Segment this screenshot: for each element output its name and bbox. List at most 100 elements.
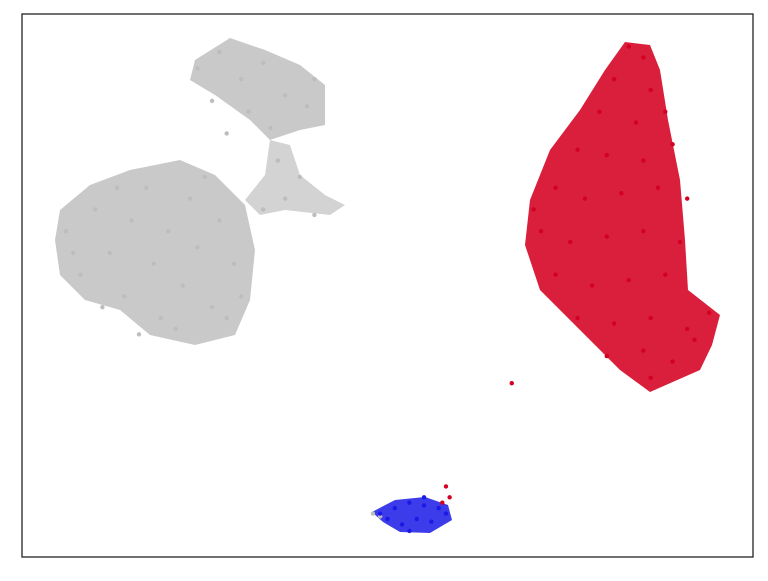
point — [692, 337, 697, 342]
point — [641, 55, 646, 60]
point — [385, 516, 390, 522]
cluster-region — [190, 38, 325, 140]
point — [611, 321, 617, 326]
point — [195, 66, 200, 71]
point — [575, 147, 580, 152]
point — [173, 326, 178, 332]
point — [538, 229, 544, 234]
point — [641, 229, 646, 234]
point — [100, 305, 105, 310]
point — [107, 250, 112, 256]
point — [312, 212, 317, 218]
point — [312, 76, 317, 82]
point — [582, 196, 588, 201]
point — [92, 207, 98, 212]
point — [246, 109, 251, 114]
point — [611, 76, 617, 82]
point — [239, 294, 244, 299]
point — [392, 505, 398, 511]
point — [224, 131, 229, 136]
point — [553, 185, 558, 190]
cluster-region — [245, 140, 345, 215]
point — [224, 315, 229, 321]
point — [633, 120, 639, 125]
point — [648, 375, 653, 381]
point — [436, 505, 441, 511]
point — [663, 272, 668, 277]
point — [282, 196, 288, 201]
point — [78, 272, 83, 277]
plot-frame — [21, 13, 754, 558]
cluster-regions — [55, 38, 720, 533]
point — [414, 516, 419, 522]
point — [421, 495, 427, 500]
point — [677, 239, 683, 245]
point — [655, 185, 661, 190]
point — [63, 229, 69, 234]
point — [202, 174, 207, 180]
point — [568, 239, 573, 245]
point — [217, 218, 222, 223]
point — [604, 234, 609, 239]
point — [706, 310, 712, 315]
point — [685, 326, 690, 332]
point — [261, 60, 266, 66]
point — [304, 104, 310, 109]
point — [685, 196, 690, 201]
point — [648, 87, 653, 93]
point — [670, 142, 675, 147]
point — [231, 261, 237, 266]
point — [297, 174, 302, 180]
point — [509, 381, 514, 386]
point — [648, 315, 653, 321]
point — [407, 528, 412, 534]
point — [421, 503, 427, 508]
point — [604, 152, 609, 158]
point — [626, 277, 631, 283]
point — [443, 484, 449, 489]
point — [399, 522, 405, 527]
point — [136, 332, 142, 337]
point — [597, 109, 602, 114]
point — [166, 229, 171, 234]
point — [440, 500, 445, 505]
point — [377, 511, 383, 516]
point — [619, 190, 624, 196]
point — [187, 196, 193, 201]
point — [447, 495, 452, 500]
point — [151, 261, 156, 266]
point — [122, 294, 127, 299]
point — [626, 44, 631, 49]
point — [370, 511, 376, 516]
point — [129, 218, 134, 223]
point — [641, 348, 646, 353]
point — [261, 207, 266, 212]
point — [209, 305, 215, 310]
point — [70, 250, 76, 256]
point — [275, 158, 281, 163]
point — [217, 49, 222, 55]
point — [443, 511, 449, 516]
point — [268, 125, 273, 131]
point — [670, 359, 675, 364]
point — [641, 158, 646, 163]
point — [114, 185, 120, 190]
point — [589, 283, 595, 288]
point — [239, 76, 244, 82]
point — [144, 185, 149, 190]
point — [282, 93, 288, 98]
point — [407, 500, 412, 505]
point — [553, 272, 558, 277]
point — [429, 519, 434, 524]
point — [604, 353, 609, 359]
point — [158, 315, 164, 321]
point — [575, 315, 580, 321]
point — [663, 109, 668, 114]
point — [180, 283, 186, 288]
point — [209, 98, 215, 104]
cluster-region — [372, 497, 452, 533]
cluster-region — [55, 160, 255, 345]
point — [531, 207, 536, 212]
